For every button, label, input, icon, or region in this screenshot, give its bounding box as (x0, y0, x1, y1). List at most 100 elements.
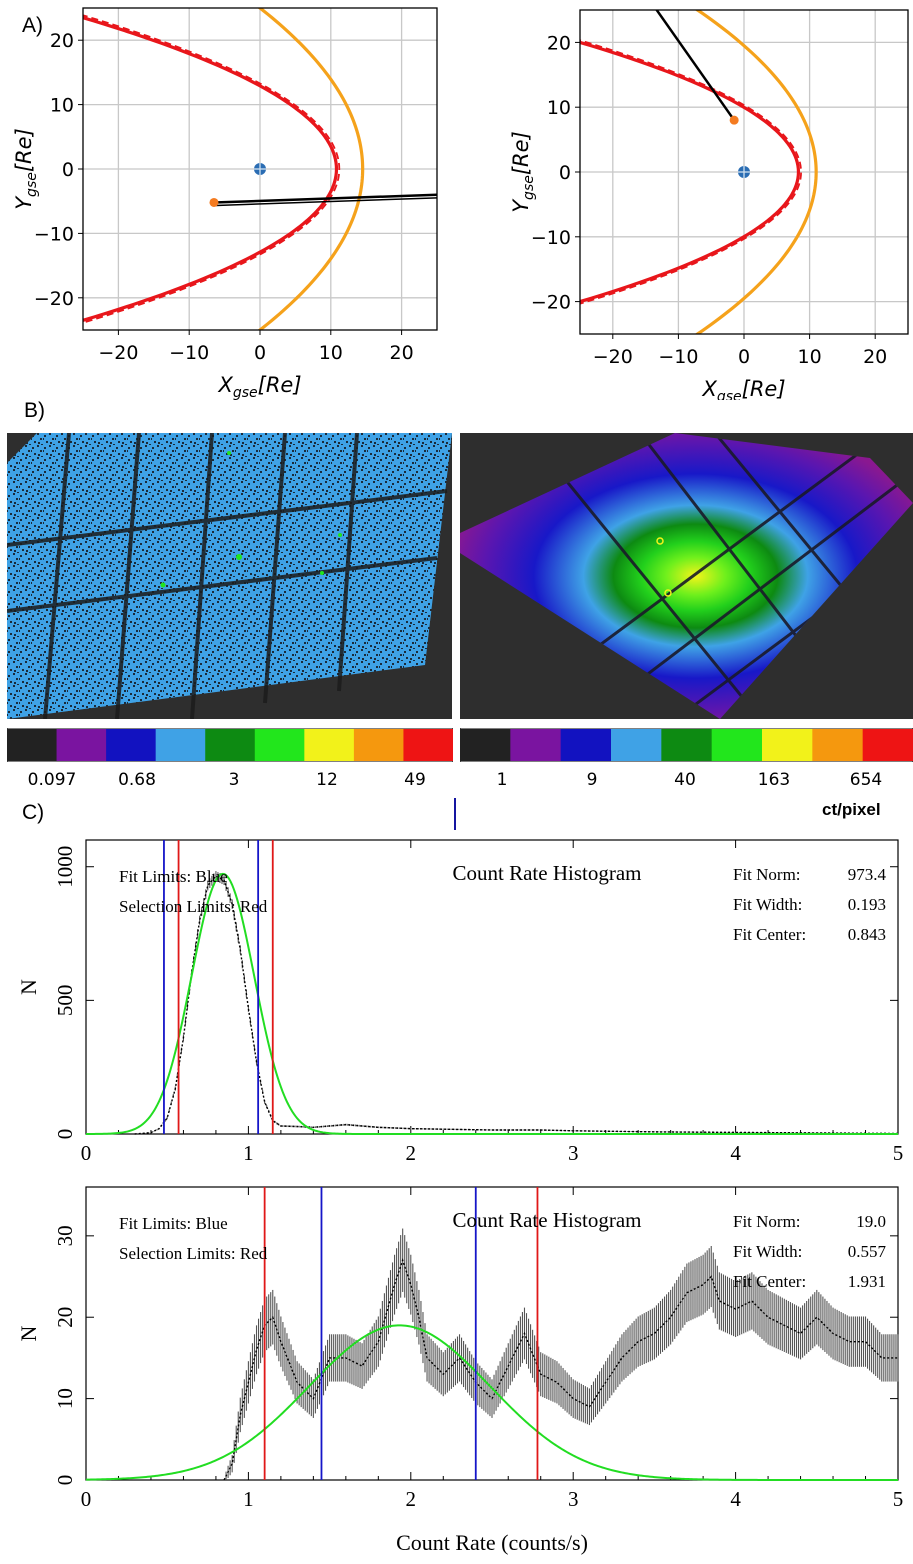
colorbar-unit: ct/pixel (822, 800, 881, 819)
colorbar-right (460, 728, 913, 762)
x-tick-label: 0 (254, 342, 266, 364)
y-axis-label: Ygse[Re] (509, 131, 537, 213)
cbar-right-label-0: 1 (496, 770, 508, 790)
annotation-fit-label: Fit Width: (733, 1242, 802, 1261)
colorbar-swatch (353, 729, 404, 761)
colorbar-swatch (106, 729, 157, 761)
y-tick-label: 0 (62, 159, 74, 181)
y-tick-label: 20 (50, 30, 74, 52)
orbit-plots-panel: −20 −10 0 10 2020100−10−20Xgse[Re]Ygse[Re]−2… (12, 7, 909, 400)
y-tick-label: 10 (547, 97, 571, 119)
colorbar-swatch (711, 729, 763, 761)
cbar-right-label-3: 163 (757, 770, 791, 790)
colorbar-swatch (460, 729, 511, 761)
colorbar-swatch (812, 729, 864, 761)
colorbar-swatch (56, 729, 107, 761)
magnetopause-dashed (83, 14, 341, 324)
x-axis-label: Count Rate (counts/s) (396, 1530, 588, 1555)
fit-curve (85, 872, 898, 1135)
x-tick-label: 10 (798, 346, 822, 368)
annotation-fit-value: 0.557 (848, 1242, 887, 1261)
detector-footprint (7, 433, 452, 719)
annotation-fit-value: 0.843 (848, 925, 886, 944)
y-tick-label: −10 (531, 227, 571, 249)
x-tick-label: 4 (730, 1141, 741, 1165)
xray-image-right-canvas (460, 433, 913, 719)
x-tick-label: 4 (730, 1487, 741, 1511)
plot-frame (85, 839, 899, 1135)
colorbar-swatch (403, 729, 453, 761)
y-axis-label: Ygse[Re] (12, 128, 40, 210)
cbar-left-label-0: 0.097 (27, 770, 77, 790)
annotation-selection-limits: Selection Limits: Red (119, 1244, 268, 1263)
fit-curve (85, 1324, 898, 1481)
colorbar-swatch (611, 729, 662, 761)
annotation-fit-label: Fit Width: (733, 895, 802, 914)
x-tick-label: 5 (893, 1141, 904, 1165)
x-tick-label: 20 (390, 342, 414, 364)
x-tick-label: 0 (738, 346, 750, 368)
y-tick-label: 1000 (53, 846, 77, 888)
y-tick-label: 10 (50, 95, 74, 117)
x-tick-label: 1 (243, 1141, 254, 1165)
annotation-fit-value: 0.193 (848, 895, 886, 914)
trajectory-line-2 (215, 197, 437, 207)
cbar-right-label-1: 9 (586, 770, 598, 790)
y-axis-label: N (16, 1325, 41, 1341)
panel-label-a: A) (22, 14, 43, 37)
colorbar-swatch (7, 729, 58, 761)
x-tick-label: 0 (81, 1141, 92, 1165)
orbit-plot-A-right: −20 −10 0 10 20 20 10 0 −10 −20 Xgse[Re] Ygse[Re] (509, 9, 909, 400)
x-tick-label: 3 (568, 1141, 579, 1165)
colorbar-tick-labels: 0.097 0.68 3 12 49 1 9 40 163 654 (0, 760, 913, 790)
x-tick-label: 3 (568, 1487, 579, 1511)
cbar-left-label-2: 3 (228, 770, 240, 790)
colorbar-swatch (205, 729, 256, 761)
x-tick-label: −20 (593, 346, 633, 368)
cbar-left-label-4: 49 (404, 770, 426, 790)
x-tick-label: 10 (319, 342, 343, 364)
y-tick-label: 30 (53, 1225, 77, 1246)
colorbar-swatch (560, 729, 612, 761)
y-tick-label: 0 (53, 1475, 77, 1486)
histogram-data (223, 1228, 899, 1481)
annotation-fit-label: Fit Norm: (733, 865, 801, 884)
x-tick-label: 0 (81, 1487, 92, 1511)
divider-tick (454, 798, 456, 830)
histogram-panel: 0 1 2 3 4 5 0 500 1000 N Fit Limits: Blue Selection… (16, 839, 904, 1555)
colorbar-swatch (661, 729, 713, 761)
x-tick-label: −20 (98, 342, 138, 364)
histogram-line (134, 875, 899, 1135)
trajectory-line-2 (655, 10, 737, 124)
colorbar-swatch (862, 729, 913, 761)
xray-image-left (7, 433, 452, 719)
orbit-plot-A-left: −20 −10 0 10 20 20 10 0 −10 −20 Xgse[Re] Ygse[Re] (12, 7, 438, 400)
histogram-C-bottom: 0 1 2 3 4 5 0 10 20 30 N Count Rate (counts/s) Fit L… (16, 1186, 903, 1555)
spacecraft-marker (209, 197, 219, 207)
x-axis-label: Xgse[Re] (217, 373, 301, 400)
panel-label-b: B) (24, 399, 45, 422)
y-tick-label: 500 (53, 985, 77, 1017)
y-axis-label: N (16, 979, 41, 995)
magnetopause-dashed (580, 39, 802, 305)
annotation-fit-label: Fit Center: (733, 1272, 806, 1291)
annotation-fit-label: Fit Norm: (733, 1212, 801, 1231)
histogram-line (223, 1258, 898, 1481)
x-tick-label: 20 (863, 346, 887, 368)
y-tick-label: −20 (531, 292, 571, 314)
annotation-fit-label: Fit Center: (733, 925, 806, 944)
spacecraft-marker (729, 115, 739, 125)
colorbar-left (7, 728, 453, 762)
plot-content (83, 8, 437, 330)
colorbar-swatch (304, 729, 355, 761)
cbar-left-label-1: 0.68 (118, 770, 156, 790)
xray-image-left-canvas (7, 433, 452, 719)
y-tick-label: 0 (53, 1129, 77, 1140)
annotation-fit-limits: Fit Limits: Blue (119, 1214, 228, 1233)
x-tick-label: 2 (406, 1487, 417, 1511)
annotation-fit-value: 19.0 (856, 1212, 886, 1231)
x-tick-label: 2 (406, 1141, 417, 1165)
x-axis-label: Xgse[Re] (701, 377, 785, 400)
detector-footprint (460, 433, 913, 719)
chart-title: Count Rate Histogram (453, 1208, 642, 1232)
